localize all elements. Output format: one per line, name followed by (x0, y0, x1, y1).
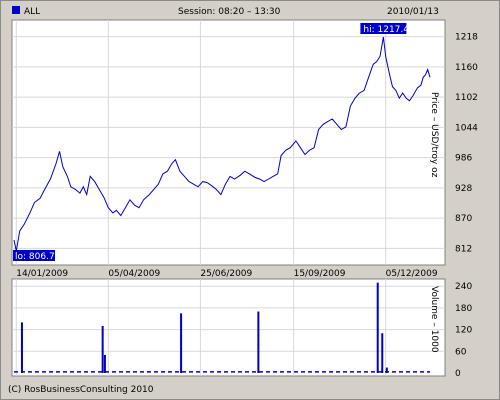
price-tick-label: 1160 (455, 63, 478, 73)
volume-bar (385, 367, 388, 373)
volume-bar (101, 326, 104, 373)
price-tick-label: 1102 (455, 93, 478, 103)
volume-bar (376, 282, 379, 373)
price-grid (12, 20, 445, 265)
volume-bar (20, 322, 23, 373)
low-label: lo: 806.7 (15, 252, 55, 262)
price-axis: 812 870 928 986 1044 1102 1160 1218 (455, 33, 478, 255)
price-tick-label: 1044 (455, 123, 478, 133)
date-label: 2010/01/13 (387, 7, 439, 17)
legend-swatch (12, 6, 20, 14)
volume-bar (381, 333, 384, 373)
volume-tick-label: 240 (455, 282, 472, 292)
date-tick-label: 05/04/2009 (108, 269, 160, 279)
volume-tick-label: 180 (455, 304, 472, 314)
date-axis (12, 266, 445, 279)
volume-bars (20, 282, 388, 373)
volume-tick-label: 0 (455, 369, 461, 379)
volume-tick-label: 120 (455, 326, 472, 336)
date-tick-label: 14/01/2009 (16, 269, 68, 279)
high-label: hi: 1217.4 (363, 25, 409, 35)
date-tick-label: 05/12/2009 (386, 269, 438, 279)
price-plot-area (11, 19, 446, 266)
price-tick-label: 928 (455, 184, 472, 194)
volume-grid (12, 279, 445, 376)
date-tick-label: 15/09/2009 (294, 269, 346, 279)
volume-tick-label: 60 (455, 347, 467, 357)
date-tick-label: 25/06/2009 (200, 269, 252, 279)
price-line (13, 36, 431, 252)
volume-plot-area (11, 278, 446, 377)
volume-axis: 0 60 120 180 240 (455, 282, 472, 379)
volume-bar (180, 313, 183, 373)
price-axis-title: Price – USD/troy oz (429, 92, 439, 178)
legend-label: ALL (24, 7, 40, 17)
copyright-label: (C) RosBusinessConsulting 2010 (8, 385, 154, 395)
low-badge (13, 250, 55, 261)
session-label: Session: 08:20 – 13:30 (178, 7, 281, 17)
volume-axis-title: Volume – 1000 (429, 286, 439, 353)
volume-bar (257, 311, 260, 373)
price-tick-label: 870 (455, 214, 472, 224)
volume-bar (103, 354, 106, 373)
price-tick-label: 812 (455, 244, 472, 254)
price-tick-label: 1218 (455, 33, 478, 43)
price-tick-label: 986 (455, 154, 472, 164)
date-axis-ticks: 14/01/2009 05/04/2009 25/06/2009 15/09/2009… (16, 269, 438, 279)
high-badge (360, 22, 407, 34)
